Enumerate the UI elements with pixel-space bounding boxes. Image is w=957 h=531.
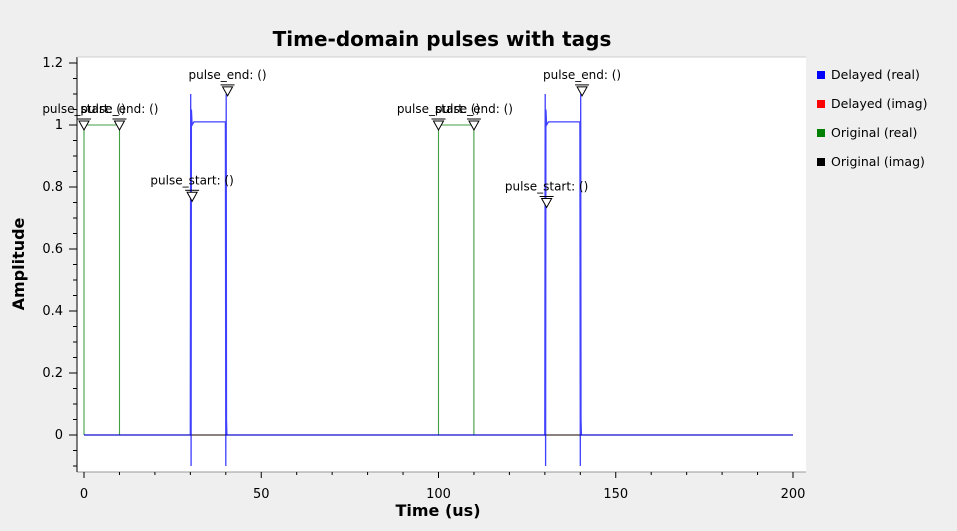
- y-tick-label: 0: [55, 428, 63, 443]
- axis-ticks: 0 50 100 150 200 0 0.2 0.4 0.6 0.8 1 1.2: [42, 56, 805, 502]
- y-tick-label: 0.8: [42, 180, 63, 195]
- series-line-delayed-real: [84, 93, 793, 467]
- legend-label: Delayed (real): [831, 67, 920, 82]
- legend: Delayed (real) Delayed (imag) Original (re…: [817, 60, 927, 176]
- tag-marker: [466, 118, 481, 132]
- legend-swatch: [817, 99, 825, 108]
- tag-marker: [539, 196, 554, 209]
- tag-label: pulse_end: (): [435, 102, 513, 116]
- legend-swatch: [817, 157, 825, 166]
- legend-item: Delayed (real): [817, 60, 927, 89]
- tag-label: pulse_end: (): [80, 102, 158, 116]
- tag-marker: [220, 84, 235, 97]
- tag-label: pulse_start: (): [150, 173, 233, 187]
- x-tick-label: 100: [426, 487, 451, 502]
- series-layer: [83, 93, 793, 467]
- x-tick-label: 200: [781, 487, 806, 502]
- legend-label: Original (real): [831, 125, 918, 140]
- legend-swatch: [817, 70, 825, 79]
- tag-label: pulse_start: (): [397, 102, 480, 116]
- y-tick-label: 0.2: [42, 366, 63, 381]
- legend-swatch: [817, 128, 825, 137]
- y-tick-label: 0.4: [42, 304, 63, 319]
- x-axis-title: Time (us): [395, 501, 480, 520]
- tag-label: pulse_end: (): [189, 68, 267, 82]
- tags-layer: pulse_start: ()pulse_end: ()pulse_start:…: [42, 68, 621, 209]
- y-axis-title: Amplitude: [9, 217, 28, 310]
- tag-label: pulse_start: (): [505, 180, 588, 194]
- tag-marker: [575, 84, 590, 97]
- legend-item: Original (real): [817, 118, 927, 147]
- y-tick-label: 1.2: [42, 56, 63, 71]
- x-tick-label: 0: [80, 487, 88, 502]
- legend-label: Delayed (imag): [831, 96, 928, 111]
- y-tick-label: 1: [55, 118, 63, 133]
- legend-item: Delayed (imag): [817, 89, 927, 118]
- tag-label: pulse_start: (): [42, 102, 125, 116]
- x-tick-label: 50: [253, 487, 270, 502]
- plot-background: [77, 57, 806, 472]
- y-tick-label: 0.6: [42, 242, 63, 257]
- tag-marker: [77, 118, 91, 132]
- legend-label: Original (imag): [831, 154, 925, 169]
- legend-item: Original (imag): [817, 147, 927, 176]
- tag-marker: [112, 118, 127, 132]
- tag-marker: [185, 189, 200, 203]
- tag-label: pulse_end: (): [543, 68, 621, 82]
- x-tick-label: 150: [603, 487, 628, 502]
- tag-marker: [431, 118, 446, 132]
- chart-title: Time-domain pulses with tags: [272, 27, 612, 51]
